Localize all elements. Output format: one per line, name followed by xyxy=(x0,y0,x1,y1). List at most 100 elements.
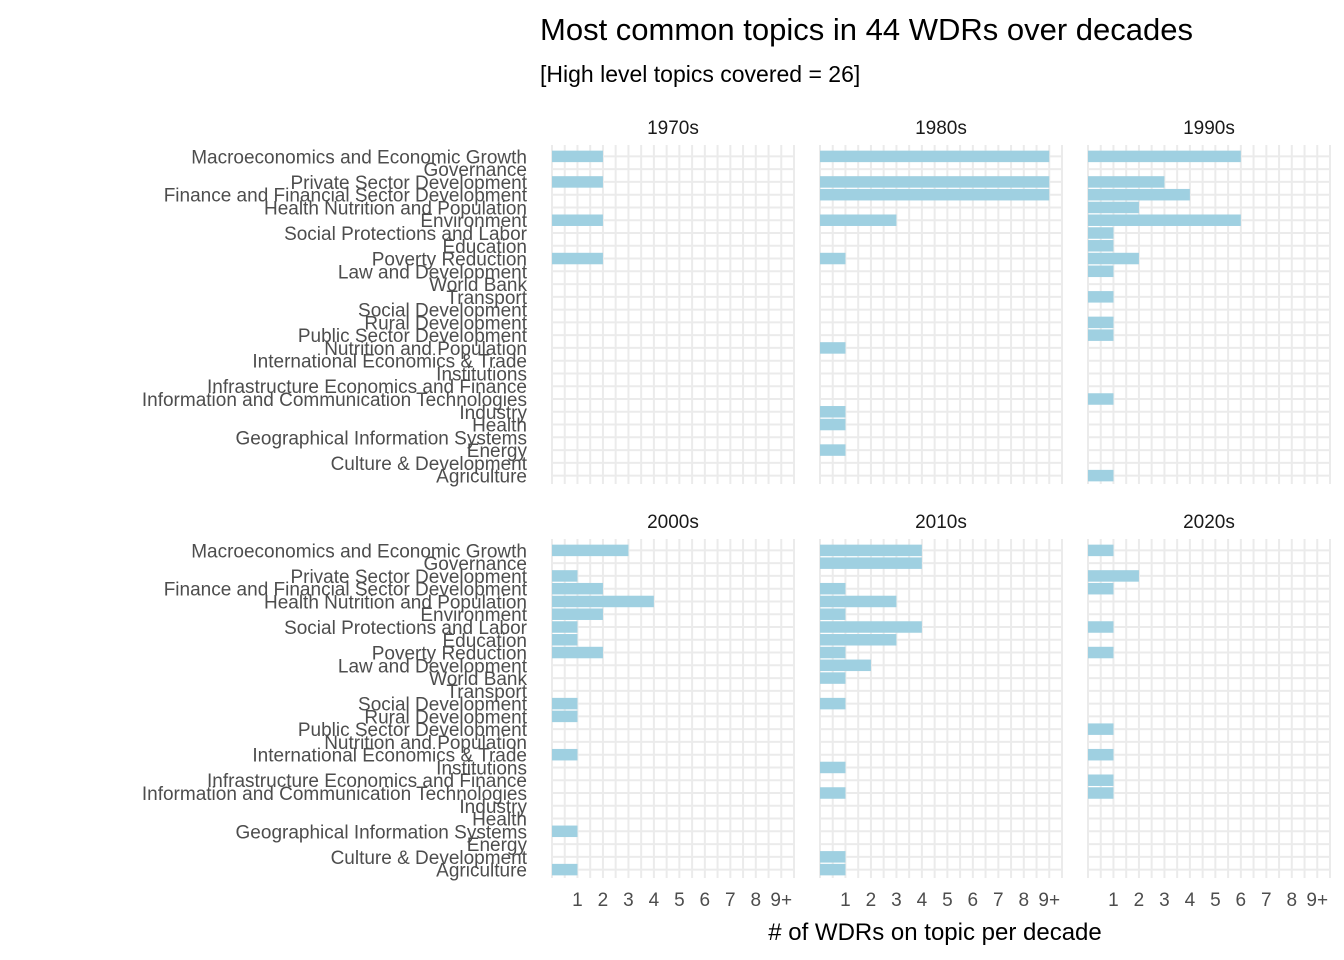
y-tick-label: Industry xyxy=(459,797,527,818)
y-tick-label: Infrastructure Economics and Finance xyxy=(207,377,527,398)
panel-2010s: 2010s 1 2 3 4 5 6 7 8 9+ xyxy=(819,512,1063,911)
bar-2020s-19 xyxy=(1088,787,1114,799)
bar-2000s-7 xyxy=(552,634,578,646)
bar-2000s-5 xyxy=(552,608,603,620)
bar-1990s-19 xyxy=(1088,393,1114,405)
y-tick-label: International Economics & Trade xyxy=(252,746,527,767)
bar-2020s-16 xyxy=(1088,748,1114,761)
bar-1990s-6 xyxy=(1088,227,1114,239)
x-tick-label: 8 xyxy=(1287,890,1298,911)
y-tick-label: Energy xyxy=(467,835,528,856)
y-tick-label: Environment xyxy=(420,211,527,232)
y-tick-label: Education xyxy=(442,631,527,652)
y-tick-label: Health Nutrition and Population xyxy=(264,198,527,219)
panel-2020s: 2020s 1 2 3 4 5 6 7 8 9+ xyxy=(1087,512,1331,911)
y-tick-label: Social Protections and Labor xyxy=(284,224,528,245)
y-tick-label: Nutrition and Population xyxy=(324,339,527,360)
bar-1990s-11 xyxy=(1088,291,1114,303)
y-tick-label: Nutrition and Population xyxy=(324,733,527,754)
x-tick-label: 7 xyxy=(993,890,1004,911)
y-tick-label: Geographical Information Systems xyxy=(236,822,527,843)
bar-2010s-8 xyxy=(820,646,846,659)
x-tick-label: 7 xyxy=(725,890,736,911)
x-tick-label: 4 xyxy=(917,890,928,911)
bar-2000s-6 xyxy=(552,621,578,633)
bar-2010s-1 xyxy=(820,557,922,569)
facet-label-1990s: 1990s xyxy=(1183,118,1235,139)
y-tick-label: Information and Communication Technologi… xyxy=(142,390,527,411)
bar-2000s-13 xyxy=(552,710,578,723)
y-tick-label: World Bank xyxy=(429,669,527,690)
y-tick-label: Information and Communication Technologi… xyxy=(142,784,527,805)
y-tick-label: Law and Development xyxy=(338,656,528,677)
y-tick-label: Culture & Development xyxy=(331,454,528,475)
x-tick-label: 2 xyxy=(1134,890,1145,911)
bar-1970s-2 xyxy=(552,176,603,188)
bar-2000s-3 xyxy=(552,582,603,595)
facet-label-1970s: 1970s xyxy=(647,118,699,139)
y-tick-label: Governance xyxy=(423,554,527,575)
bar-2010s-7 xyxy=(820,634,897,646)
bar-2010s-3 xyxy=(820,582,846,595)
facet-label-2020s: 2020s xyxy=(1183,512,1235,533)
y-tick-label: Geographical Information Systems xyxy=(236,428,527,449)
bar-1980s-0 xyxy=(820,150,1050,163)
bar-2010s-12 xyxy=(820,697,846,710)
bar-1980s-5 xyxy=(820,214,897,226)
x-tick-label: 9+ xyxy=(770,890,792,911)
y-tick-label: Culture & Development xyxy=(331,848,528,869)
y-tick-label: Health xyxy=(472,810,527,831)
x-tick-label: 3 xyxy=(1159,890,1170,911)
x-tick-label: 4 xyxy=(1185,890,1196,911)
y-tick-label: Public Sector Development xyxy=(298,326,528,347)
x-tick-label: 8 xyxy=(1019,890,1030,911)
y-tick-label: Social Development xyxy=(358,695,528,716)
bar-2010s-9 xyxy=(820,659,871,672)
bar-2010s-17 xyxy=(820,761,846,774)
y-tick-label: Law and Development xyxy=(338,262,528,283)
y-tick-label: Finance and Financial Sector Development xyxy=(164,186,528,207)
bar-2020s-18 xyxy=(1088,774,1114,786)
bar-1980s-21 xyxy=(820,418,846,431)
y-tick-label: World Bank xyxy=(429,275,527,296)
y-tick-label: Public Sector Development xyxy=(298,720,528,741)
bar-2000s-16 xyxy=(552,748,578,761)
bar-2000s-4 xyxy=(552,595,654,608)
y-tick-label: Transport xyxy=(446,682,527,703)
y-tick-label: Poverty Reduction xyxy=(372,250,527,271)
y-tick-label: Macroeconomics and Economic Growth xyxy=(191,541,527,562)
x-tick-label: 8 xyxy=(751,890,762,911)
x-tick-label: 9+ xyxy=(1306,890,1328,911)
panel-1980s: 1980s xyxy=(819,118,1063,484)
bar-1990s-13 xyxy=(1088,316,1114,329)
y-tick-label: International Economics & Trade xyxy=(252,352,527,373)
bar-1970s-5 xyxy=(552,214,603,226)
bar-1980s-20 xyxy=(820,406,846,418)
bar-1990s-7 xyxy=(1088,240,1114,252)
bar-2010s-5 xyxy=(820,608,846,620)
bar-1990s-25 xyxy=(1088,469,1114,482)
bar-1980s-2 xyxy=(820,176,1050,188)
bar-1990s-8 xyxy=(1088,252,1139,265)
x-tick-label: 5 xyxy=(674,890,685,911)
bar-2010s-19 xyxy=(820,787,846,799)
y-tick-label: Agriculture xyxy=(436,861,527,882)
facet-label-2000s: 2000s xyxy=(647,512,699,533)
bar-2020s-6 xyxy=(1088,621,1114,633)
bar-1990s-14 xyxy=(1088,329,1114,341)
x-tick-label: 1 xyxy=(572,890,583,911)
bar-1970s-0 xyxy=(552,150,603,163)
x-tick-label: 9+ xyxy=(1038,890,1060,911)
y-tick-label: Health xyxy=(472,416,527,437)
x-tick-label: 2 xyxy=(598,890,609,911)
bar-1990s-4 xyxy=(1088,201,1139,214)
x-tick-label: 5 xyxy=(1210,890,1221,911)
y-tick-label: Institutions xyxy=(436,758,527,779)
y-tick-label: Industry xyxy=(459,403,527,424)
x-tick-label: 2 xyxy=(866,890,877,911)
bar-2010s-0 xyxy=(820,544,922,557)
bar-2010s-10 xyxy=(820,672,846,684)
x-tick-label: 6 xyxy=(968,890,979,911)
